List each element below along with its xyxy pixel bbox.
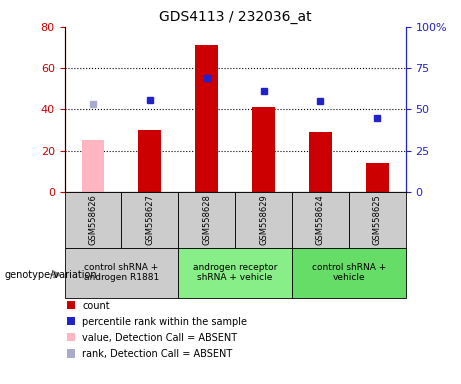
Text: GSM558627: GSM558627 [145, 194, 154, 245]
Text: androgen receptor
shRNA + vehicle: androgen receptor shRNA + vehicle [193, 263, 278, 282]
Text: GSM558625: GSM558625 [373, 194, 382, 245]
Bar [366, 163, 389, 192]
Text: control shRNA +
androgen R1881: control shRNA + androgen R1881 [84, 263, 159, 282]
Bar [65, 192, 121, 248]
Bar [292, 192, 349, 248]
Bar [235, 192, 292, 248]
Text: value, Detection Call = ABSENT: value, Detection Call = ABSENT [82, 333, 237, 343]
Bar [82, 141, 104, 192]
Text: percentile rank within the sample: percentile rank within the sample [82, 317, 247, 327]
Bar [309, 132, 332, 192]
Bar [195, 45, 218, 192]
Text: rank, Detection Call = ABSENT: rank, Detection Call = ABSENT [82, 349, 232, 359]
Bar [121, 192, 178, 248]
Text: GSM558629: GSM558629 [259, 194, 268, 245]
Bar [138, 130, 161, 192]
Text: GSM558628: GSM558628 [202, 194, 211, 245]
Bar [292, 248, 406, 298]
Text: GSM558624: GSM558624 [316, 194, 325, 245]
Text: control shRNA +
vehicle: control shRNA + vehicle [312, 263, 386, 282]
Bar [252, 108, 275, 192]
Text: genotype/variation: genotype/variation [5, 270, 97, 280]
Text: count: count [82, 301, 110, 311]
Bar [178, 248, 292, 298]
Bar [65, 248, 178, 298]
Text: GSM558626: GSM558626 [89, 194, 97, 245]
Bar [349, 192, 406, 248]
Bar [178, 192, 235, 248]
Title: GDS4113 / 232036_at: GDS4113 / 232036_at [159, 10, 312, 25]
